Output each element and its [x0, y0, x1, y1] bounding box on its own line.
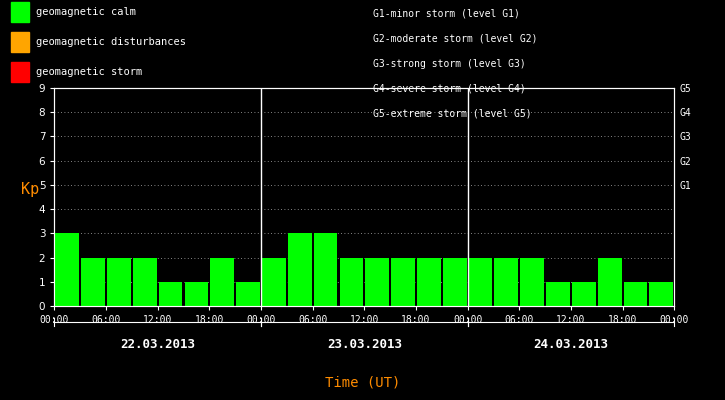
Bar [365, 258, 389, 306]
Bar [314, 233, 337, 306]
Bar [521, 258, 544, 306]
Y-axis label: Kp: Kp [21, 182, 40, 197]
Bar [546, 282, 570, 306]
Bar [236, 282, 260, 306]
Bar [417, 258, 441, 306]
Text: geomagnetic storm: geomagnetic storm [36, 67, 143, 77]
Bar [443, 258, 467, 306]
Bar [262, 258, 286, 306]
Text: 23.03.2013: 23.03.2013 [327, 338, 402, 351]
Bar [288, 233, 312, 306]
Bar [107, 258, 130, 306]
Text: G3-strong storm (level G3): G3-strong storm (level G3) [373, 59, 526, 69]
Text: G4-severe storm (level G4): G4-severe storm (level G4) [373, 84, 526, 94]
Bar [392, 258, 415, 306]
Bar [55, 233, 79, 306]
Bar [572, 282, 596, 306]
Text: G1-minor storm (level G1): G1-minor storm (level G1) [373, 9, 521, 19]
Bar [159, 282, 183, 306]
Text: 24.03.2013: 24.03.2013 [534, 338, 608, 351]
Bar [133, 258, 157, 306]
Bar [650, 282, 674, 306]
Bar [185, 282, 208, 306]
Text: G5-extreme storm (level G5): G5-extreme storm (level G5) [373, 108, 532, 118]
Text: G2-moderate storm (level G2): G2-moderate storm (level G2) [373, 34, 538, 44]
Bar [494, 258, 518, 306]
Text: 22.03.2013: 22.03.2013 [120, 338, 195, 351]
Bar [339, 258, 363, 306]
Text: geomagnetic calm: geomagnetic calm [36, 7, 136, 17]
Bar [81, 258, 105, 306]
Text: geomagnetic disturbances: geomagnetic disturbances [36, 37, 186, 47]
Bar [468, 258, 492, 306]
Text: Time (UT): Time (UT) [325, 376, 400, 390]
Bar [624, 282, 647, 306]
Bar [210, 258, 234, 306]
Bar [598, 258, 621, 306]
